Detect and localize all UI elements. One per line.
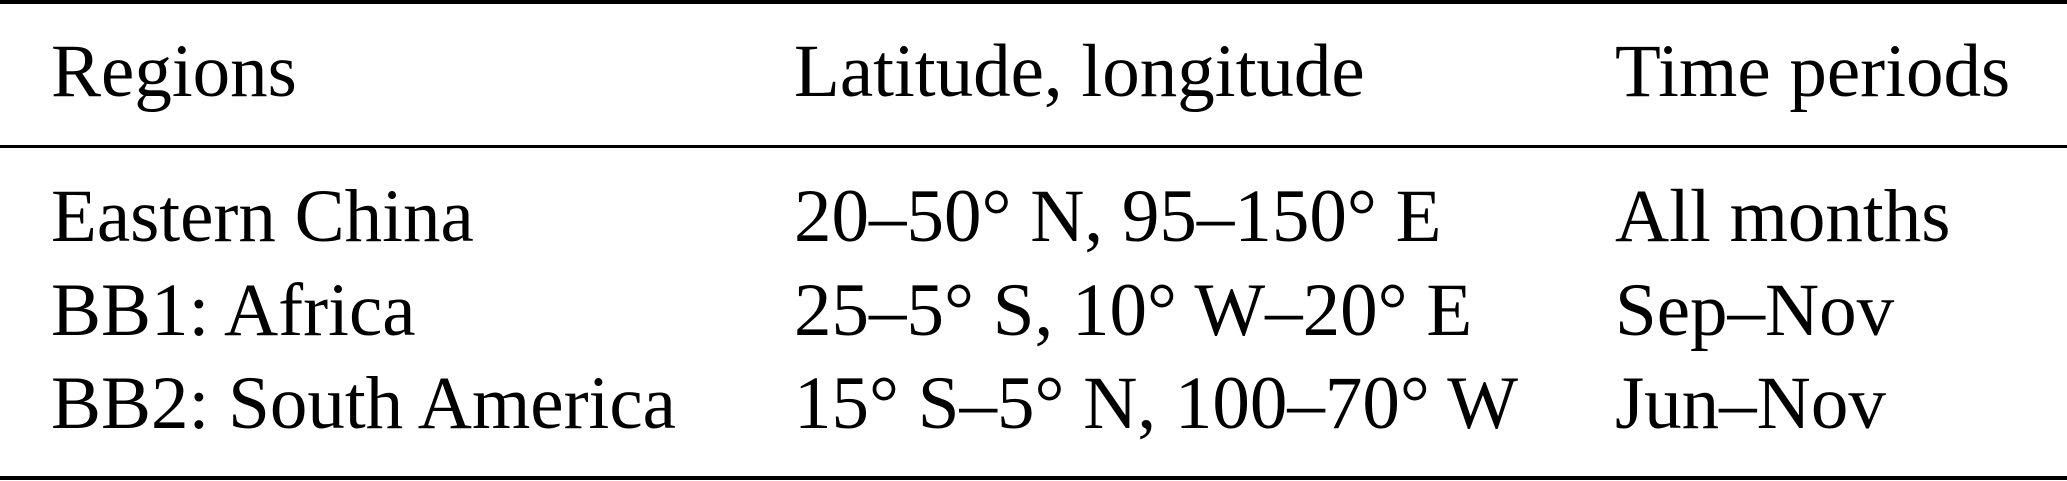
cell-lat-lon: 20–50° N, 95–150° E (794, 175, 1442, 258)
header-lat-lon: Latitude, longitude (794, 30, 1365, 113)
cell-region: BB1: Africa (51, 269, 416, 352)
cell-lat-lon: 15° S–5° N, 100–70° W (794, 362, 1519, 445)
cell-time-period: All months (1615, 175, 1951, 258)
cell-time-period: Jun–Nov (1615, 362, 1886, 445)
header-rule (0, 145, 2067, 148)
header-time-periods: Time periods (1615, 30, 2011, 113)
header-regions: Regions (51, 30, 297, 113)
cell-lat-lon: 25–5° S, 10° W–20° E (794, 269, 1473, 352)
cell-time-period: Sep–Nov (1615, 269, 1895, 352)
cell-region: BB2: South America (51, 362, 676, 445)
cell-region: Eastern China (51, 175, 474, 258)
bottom-rule (0, 476, 2067, 480)
top-rule (0, 0, 2067, 4)
